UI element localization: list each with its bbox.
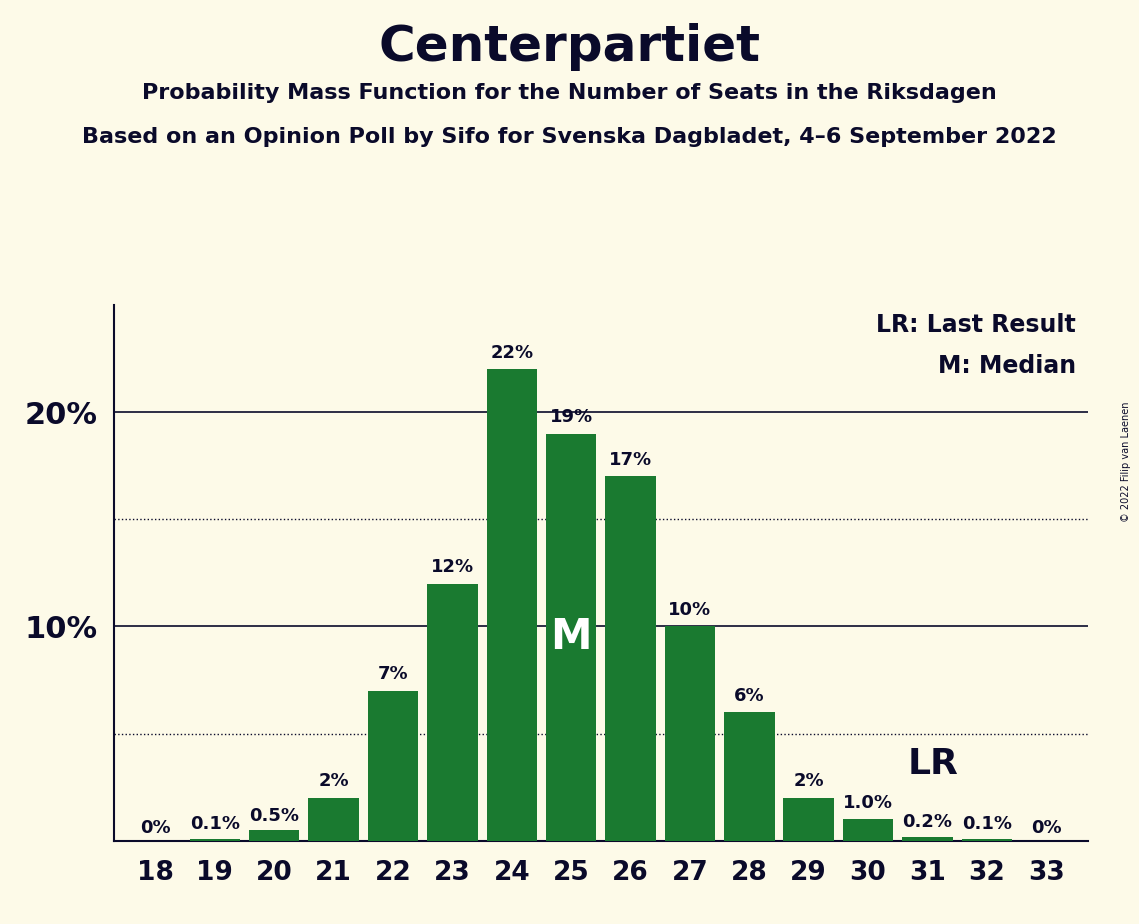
Text: 2%: 2% [794, 772, 823, 790]
Text: M: M [550, 616, 592, 658]
Text: Probability Mass Function for the Number of Seats in the Riksdagen: Probability Mass Function for the Number… [142, 83, 997, 103]
Text: LR: LR [908, 747, 959, 781]
Bar [724, 712, 775, 841]
Text: 22%: 22% [490, 344, 533, 361]
Text: LR: Last Result: LR: Last Result [876, 313, 1076, 337]
Bar [368, 691, 418, 841]
Text: 1.0%: 1.0% [843, 794, 893, 812]
Text: M: Median: M: Median [937, 354, 1076, 378]
Text: © 2022 Filip van Laenen: © 2022 Filip van Laenen [1121, 402, 1131, 522]
Text: Based on an Opinion Poll by Sifo for Svenska Dagbladet, 4–6 September 2022: Based on an Opinion Poll by Sifo for Sve… [82, 127, 1057, 147]
Bar [843, 820, 893, 841]
Text: 0.2%: 0.2% [902, 813, 952, 832]
Text: 12%: 12% [431, 558, 474, 576]
Text: 0.1%: 0.1% [961, 815, 1011, 833]
Bar [189, 839, 240, 841]
Text: 19%: 19% [550, 408, 592, 426]
Text: 6%: 6% [734, 687, 764, 705]
Text: 0.5%: 0.5% [249, 807, 300, 825]
Bar [309, 798, 359, 841]
Text: 10%: 10% [669, 601, 712, 619]
Text: 0%: 0% [140, 819, 171, 837]
Text: 2%: 2% [318, 772, 349, 790]
Text: 7%: 7% [378, 665, 408, 683]
Bar [961, 839, 1013, 841]
Text: 0.1%: 0.1% [190, 815, 240, 833]
Bar [249, 830, 300, 841]
Text: 17%: 17% [609, 451, 652, 468]
Bar [665, 626, 715, 841]
Text: 0%: 0% [1031, 819, 1062, 837]
Bar [427, 584, 477, 841]
Bar [605, 477, 656, 841]
Text: Centerpartiet: Centerpartiet [378, 23, 761, 71]
Bar [902, 836, 952, 841]
Bar [486, 370, 536, 841]
Bar [546, 433, 597, 841]
Bar [784, 798, 834, 841]
